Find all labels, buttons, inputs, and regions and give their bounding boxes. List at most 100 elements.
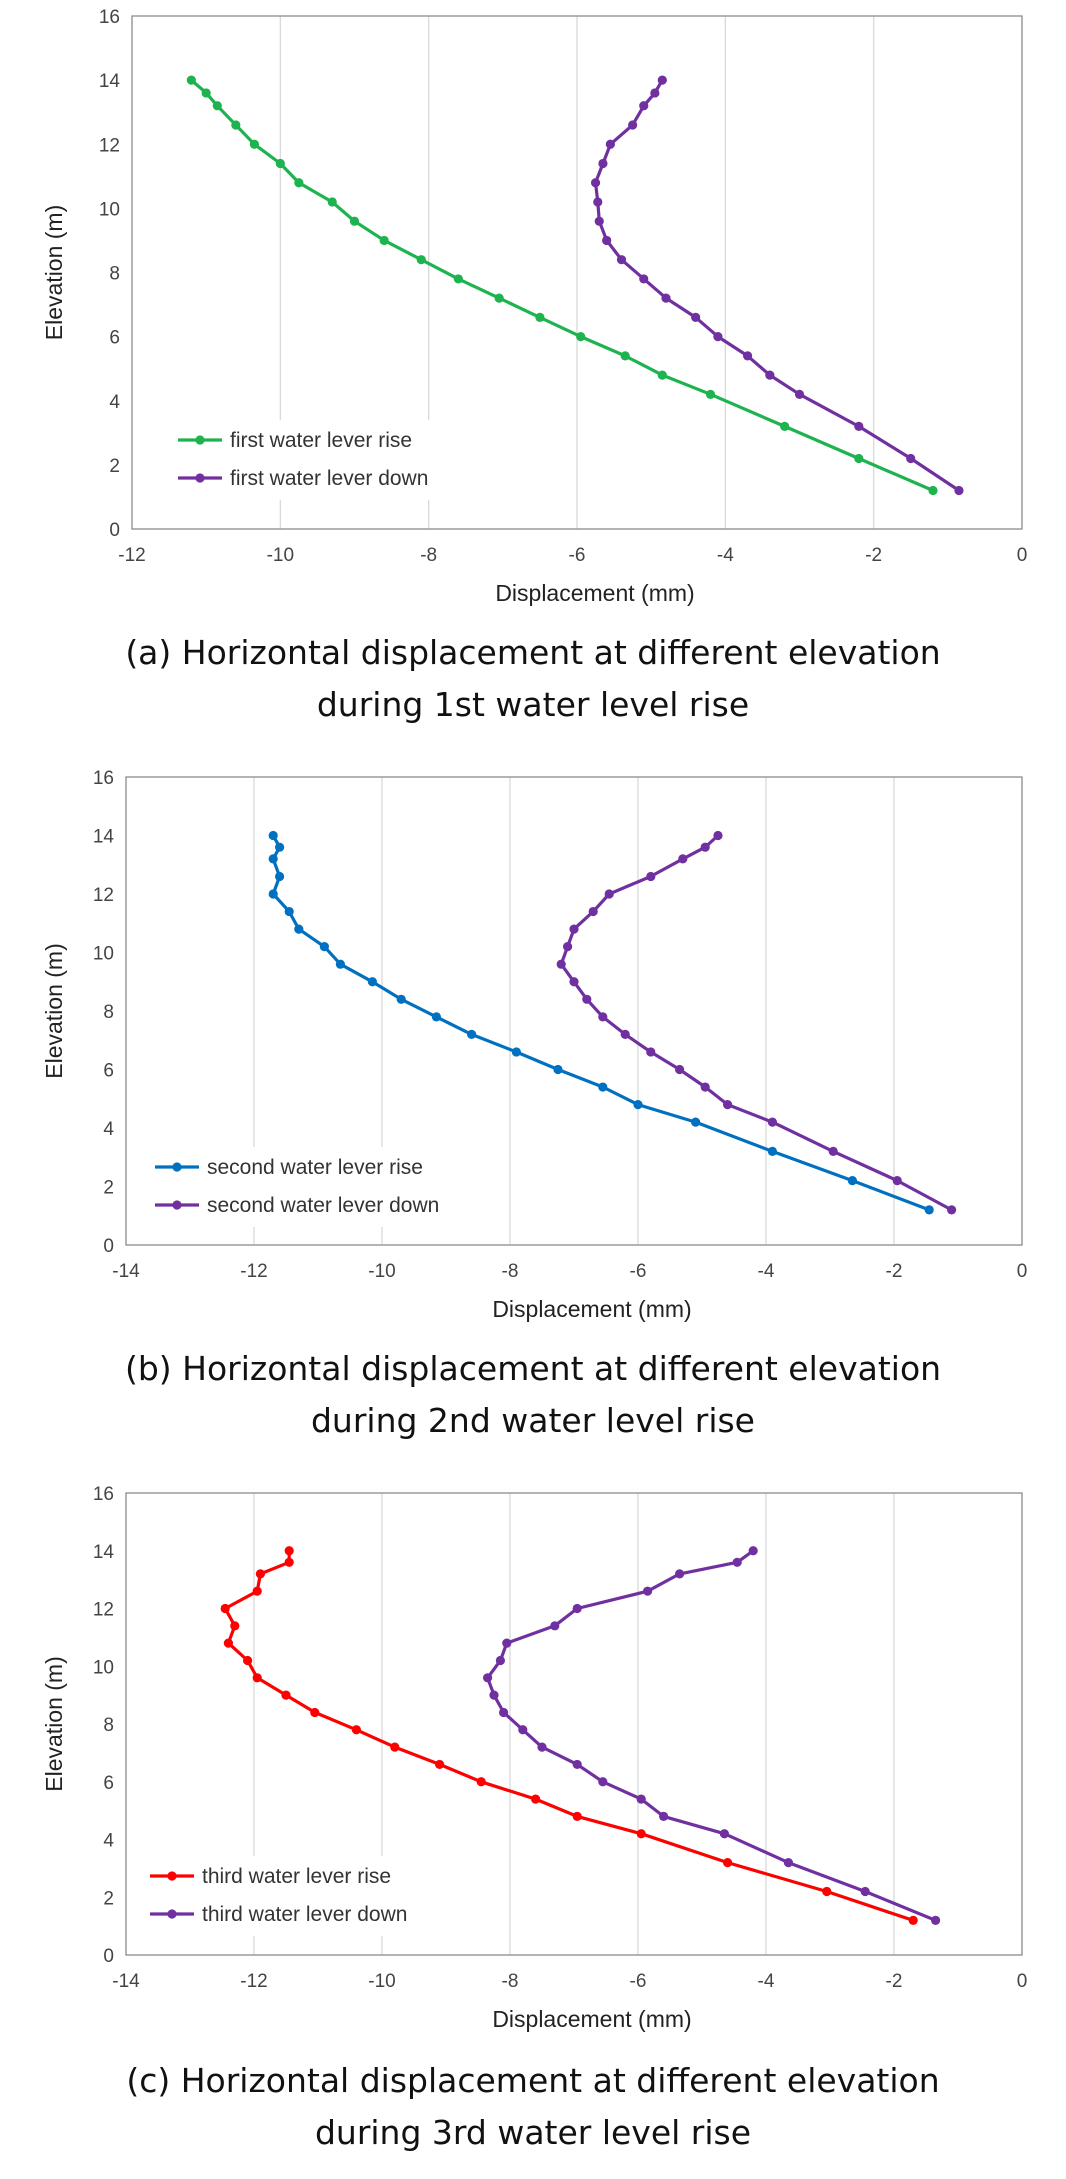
- data-point: [572, 1603, 582, 1614]
- data-point: [854, 421, 864, 431]
- x-tick-label: -2: [886, 1971, 903, 1992]
- y-tick-label: 2: [103, 1178, 114, 1199]
- y-tick-label: 16: [99, 7, 120, 28]
- y-tick-label: 6: [103, 1773, 114, 1794]
- data-point: [588, 906, 598, 917]
- data-point: [783, 1858, 794, 1868]
- caption-c: (c) Horizontal displacement at different…: [0, 2055, 1066, 2159]
- y-tick-label: 14: [93, 1542, 115, 1563]
- data-point: [590, 178, 601, 188]
- data-point: [252, 1673, 262, 1683]
- y-tick-label: 4: [103, 1119, 114, 1140]
- data-point: [908, 1915, 918, 1925]
- data-point: [860, 1886, 870, 1897]
- caption-b: (b) Horizontal displacement at different…: [0, 1343, 1066, 1447]
- caption-a-line-1: (a) Horizontal displacement at different…: [125, 633, 941, 672]
- data-point: [598, 1082, 608, 1092]
- data-point: [636, 1829, 646, 1839]
- data-point: [483, 1673, 493, 1683]
- y-tick-label: 0: [109, 520, 120, 541]
- data-point: [719, 1829, 730, 1839]
- data-point: [723, 1100, 733, 1110]
- data-point: [582, 994, 592, 1004]
- data-point: [661, 293, 671, 303]
- data-point: [220, 1603, 230, 1614]
- y-tick-label: 8: [103, 1002, 114, 1023]
- x-axis-title: Displacement (mm): [492, 1296, 691, 1322]
- y-tick-label: 12: [93, 885, 114, 906]
- data-point: [268, 830, 278, 841]
- data-point: [767, 1117, 778, 1127]
- legend-marker: [195, 435, 205, 445]
- data-point: [700, 1082, 710, 1092]
- data-point: [494, 293, 504, 303]
- data-point: [713, 830, 723, 841]
- caption-c-line-1: (c) Horizontal displacement at different…: [126, 2061, 940, 2100]
- data-point: [294, 178, 304, 188]
- data-point: [201, 88, 211, 98]
- data-point: [563, 942, 573, 952]
- x-tick-label: -8: [502, 1261, 519, 1282]
- chart-b: 0 2 4 6 8 10 12 14 16 -14 -12 -10 -8 -6 -4 -2 0 Displacem…: [41, 768, 1027, 1322]
- x-tick-label: -10: [368, 1971, 395, 1992]
- data-point: [947, 1205, 957, 1215]
- data-point: [657, 75, 667, 85]
- data-point: [186, 75, 196, 85]
- y-tick-label: 16: [93, 768, 114, 789]
- data-point: [639, 101, 649, 111]
- x-tick-label: -8: [420, 545, 437, 566]
- x-tick-label: 0: [1017, 545, 1028, 566]
- legend-marker: [172, 1162, 182, 1172]
- plot-frame: [125, 776, 1023, 1246]
- data-point: [643, 1586, 653, 1596]
- data-point: [594, 216, 604, 226]
- legend: first water lever rise first water lever …: [166, 420, 466, 500]
- data-point: [748, 1546, 758, 1556]
- x-tick-label: -2: [886, 1261, 903, 1282]
- legend-marker: [167, 1871, 177, 1881]
- data-point: [928, 485, 938, 496]
- data-point: [924, 1205, 934, 1215]
- data-point: [249, 139, 259, 149]
- data-point: [252, 1586, 262, 1596]
- legend-background: [138, 1856, 458, 1936]
- x-tick-label: -6: [630, 1971, 647, 1992]
- x-tick-label: -14: [112, 1971, 140, 1992]
- data-point: [742, 351, 753, 361]
- data-point: [569, 924, 579, 934]
- series-line-2: [559, 834, 953, 1212]
- y-tick-label: 8: [103, 1715, 114, 1736]
- data-point: [275, 871, 285, 882]
- data-point: [700, 842, 710, 852]
- data-point: [931, 1915, 941, 1925]
- data-point: [431, 1012, 441, 1022]
- y-tick-label: 4: [109, 392, 120, 413]
- data-point: [367, 977, 377, 987]
- y-axis-title: Elevation (m): [41, 943, 67, 1078]
- data-point: [550, 1621, 560, 1631]
- y-tick-label: 2: [109, 456, 120, 477]
- data-point: [678, 854, 688, 864]
- data-point: [616, 255, 627, 265]
- y-tick-label: 8: [109, 264, 120, 285]
- data-point: [268, 854, 278, 864]
- y-tick-label: 16: [93, 1484, 114, 1505]
- data-point: [476, 1777, 486, 1787]
- legend-label: first water lever rise: [230, 429, 412, 452]
- data-point: [268, 889, 278, 899]
- data-point: [828, 1146, 838, 1156]
- data-point: [723, 1858, 733, 1868]
- legend-marker: [172, 1200, 182, 1210]
- data-point: [284, 906, 294, 917]
- data-point: [765, 370, 775, 380]
- data-point: [576, 332, 586, 342]
- caption-b-line-1: (b) Horizontal displacement at different…: [124, 1349, 942, 1388]
- data-point: [502, 1638, 512, 1648]
- data-point: [379, 235, 389, 246]
- data-point: [854, 453, 864, 464]
- data-point: [390, 1742, 400, 1752]
- data-point: [511, 1047, 521, 1057]
- x-tick-label: -12: [240, 1971, 267, 1992]
- data-point: [489, 1690, 499, 1700]
- data-point: [572, 1811, 582, 1821]
